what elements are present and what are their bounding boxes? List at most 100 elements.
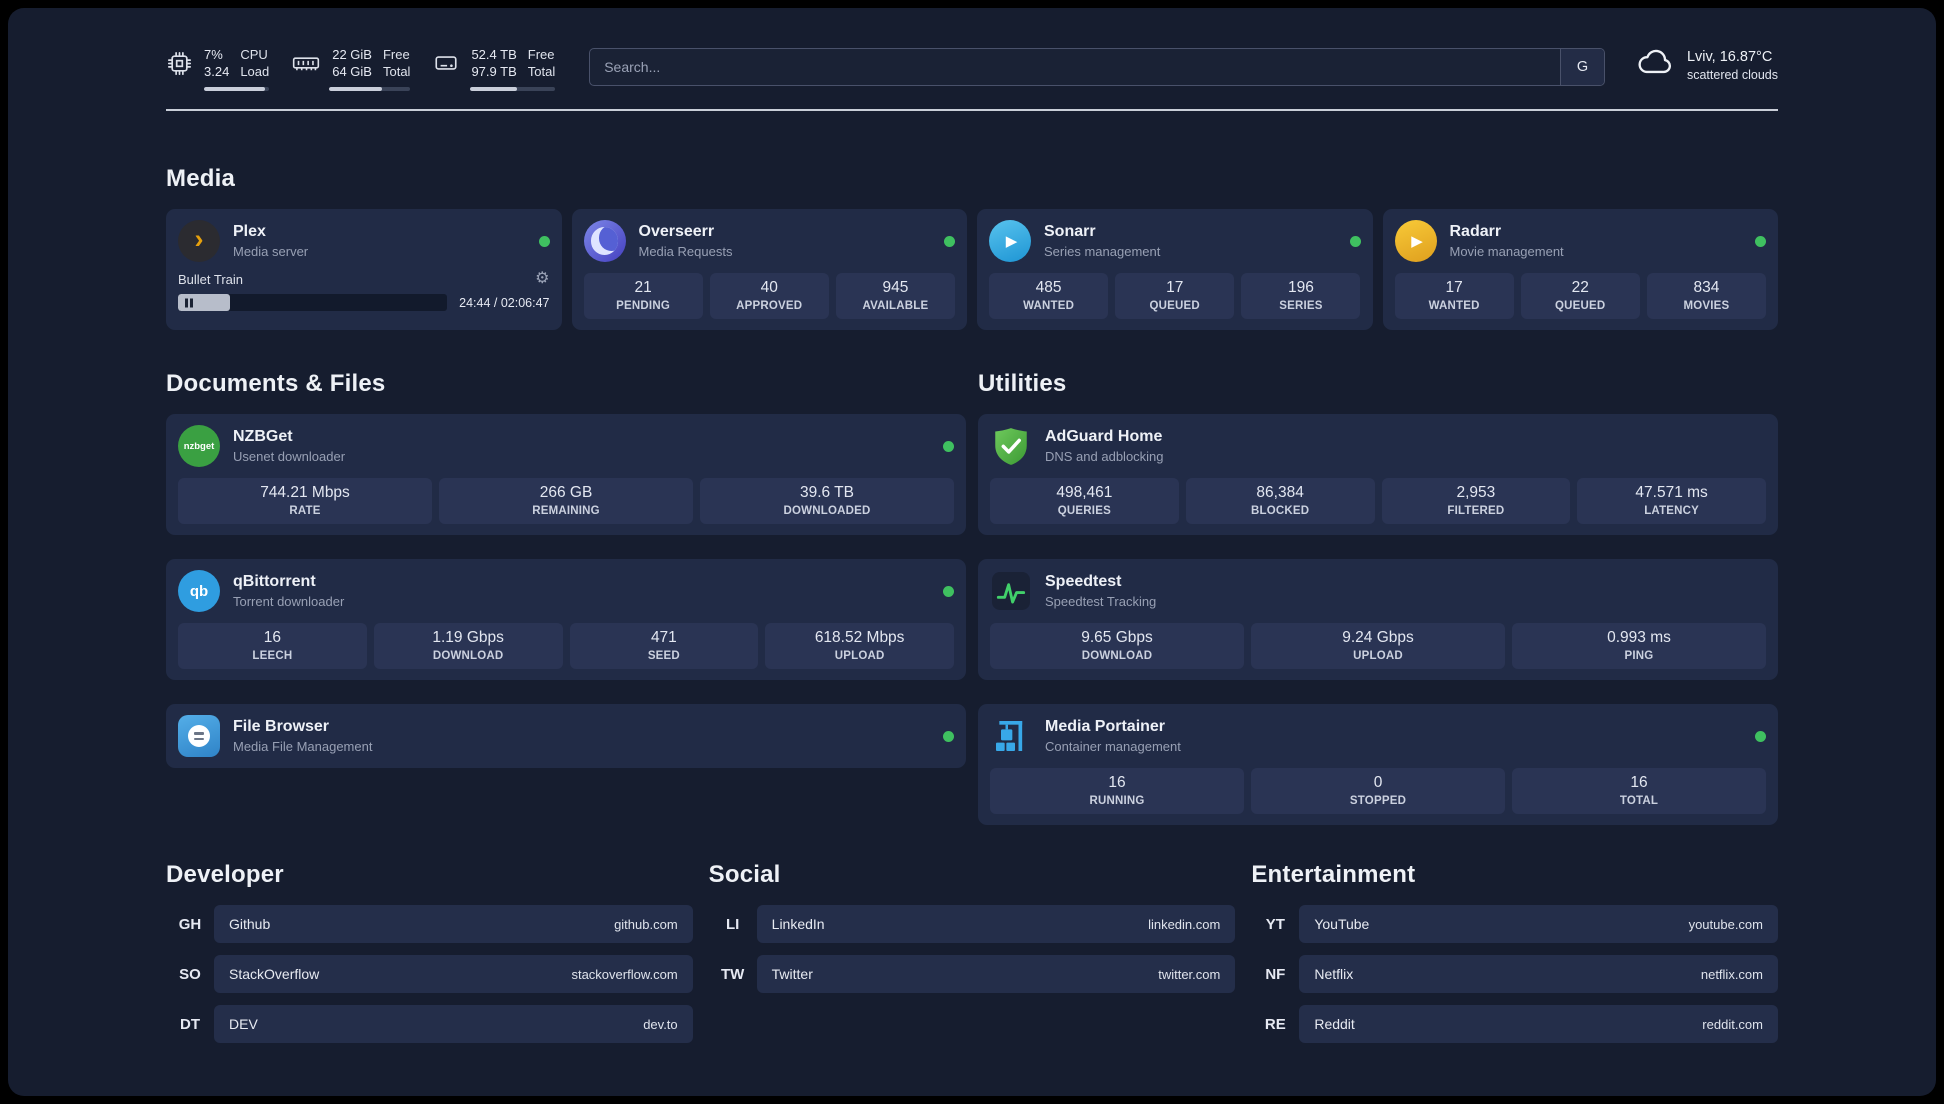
sonarr-icon: ▶ [989, 220, 1031, 263]
stat-tile: 266 GB REMAINING [439, 478, 693, 525]
qbittorrent-icon: qb [178, 570, 220, 613]
cpu-values: 7% 3.24 [204, 47, 230, 80]
stat-tile: 22 QUEUED [1520, 273, 1640, 320]
disk-values: 52.4 TB 97.9 TB [471, 47, 517, 80]
bookmark-url: linkedin.com [1148, 916, 1221, 932]
app-name: Overseerr [638, 223, 715, 241]
app-name: Media Portainer [1045, 718, 1166, 736]
cpu-usage-bar [204, 87, 270, 92]
section-entertainment: Entertainment YT YouTube youtube.com NF N… [1251, 861, 1778, 1044]
now-playing-title: Bullet Train [178, 271, 244, 287]
filebrowser-card[interactable]: File Browser Media File Management [166, 704, 966, 769]
nzbget-icon: nzbget [178, 425, 220, 468]
stat-tile: 0 STOPPED [1251, 768, 1505, 815]
disk-icon [432, 50, 460, 76]
stat-tile: 47.571 ms LATENCY [1577, 478, 1766, 525]
plex-icon: › [178, 220, 220, 263]
bookmark-url: reddit.com [1702, 1016, 1763, 1032]
cpu-widget: 7% 3.24 CPU Load [166, 46, 270, 92]
bookmark-github[interactable]: GH Github github.com [166, 905, 693, 944]
bookmark-youtube[interactable]: YT YouTube youtube.com [1251, 905, 1778, 944]
nzbget-card[interactable]: nzbget NZBGet Usenet downloader 744.21 M… [166, 414, 966, 536]
section-title-utilities: Utilities [978, 370, 1067, 398]
weather-widget[interactable]: Lviv, 16.87°C scattered clouds [1635, 48, 1778, 82]
playback-time: 24:44 / 02:06:47 [459, 295, 550, 310]
portainer-crane-icon [990, 715, 1032, 757]
app-subtitle: Movie management [1449, 244, 1564, 260]
stat-tile: 17 WANTED [1394, 273, 1514, 320]
bookmark-twitter[interactable]: TW Twitter twitter.com [709, 955, 1236, 994]
bookmark-name: Twitter [771, 966, 813, 983]
stat-tile: 16 LEECH [178, 623, 367, 670]
section-title-developer: Developer [166, 861, 284, 889]
bookmark-linkedin[interactable]: LI LinkedIn linkedin.com [709, 905, 1236, 944]
bookmark-name: StackOverflow [229, 966, 320, 983]
stat-tile: 17 QUEUED [1115, 273, 1235, 320]
app-subtitle: Series management [1044, 244, 1161, 260]
portainer-card[interactable]: Media Portainer Container management 16 R… [978, 704, 1778, 826]
stat-tile: 618.52 Mbps UPLOAD [765, 623, 954, 670]
status-dot [943, 440, 954, 452]
cloud-icon [1635, 48, 1675, 82]
playback-progress-bar[interactable] [178, 294, 448, 312]
bookmark-dev[interactable]: DT DEV dev.to [166, 1005, 693, 1044]
memory-labels: Free Total [382, 47, 411, 80]
section-utilities: Utilities AdGuard Home DNS and adblockin… [978, 370, 1778, 826]
memory-icon [291, 50, 321, 76]
plex-now-playing: Bullet Train ⚙ 24:44 / 02:06:47 [178, 270, 550, 312]
filebrowser-icon [178, 715, 220, 758]
bookmark-abbr: NF [1265, 965, 1286, 983]
bookmark-abbr: LI [725, 915, 740, 933]
section-media: Media › Plex Media server Bullet Train [166, 165, 1778, 331]
search-engine-button[interactable]: G [1559, 49, 1604, 85]
adguard-card[interactable]: AdGuard Home DNS and adblocking 498,461 Q… [978, 414, 1778, 536]
overseerr-card[interactable]: Overseerr Media Requests 21 PENDING 40 APP… [571, 209, 967, 331]
bookmark-stackoverflow[interactable]: SO StackOverflow stackoverflow.com [166, 955, 693, 994]
bookmark-name: DEV [229, 1016, 258, 1033]
bookmark-abbr: SO [179, 965, 201, 983]
app-name: Radarr [1449, 223, 1502, 241]
status-dot [1349, 235, 1361, 247]
speedtest-card[interactable]: Speedtest Speedtest Tracking 9.65 Gbps DO… [978, 559, 1778, 681]
settings-gear-icon[interactable]: ⚙ [535, 270, 550, 288]
status-dot [1755, 730, 1766, 742]
section-title-entertainment: Entertainment [1251, 861, 1416, 889]
bookmark-abbr: GH [178, 915, 202, 933]
bookmark-url: twitter.com [1158, 966, 1221, 982]
cpu-icon [166, 50, 193, 77]
app-name: Plex [233, 223, 266, 241]
sonarr-card[interactable]: ▶ Sonarr Series management 485 WANTED 17 Q… [977, 209, 1373, 331]
status-dot [538, 235, 550, 247]
app-name: Speedtest [1045, 573, 1122, 591]
bookmark-name: YouTube [1314, 916, 1370, 933]
stat-tile: 39.6 TB DOWNLOADED [700, 478, 954, 525]
adguard-shield-icon [990, 425, 1032, 467]
app-subtitle: Speedtest Tracking [1045, 594, 1157, 610]
stat-tile: 16 RUNNING [990, 768, 1244, 815]
weather-condition: scattered clouds [1686, 67, 1778, 82]
stat-tile: 485 WANTED [989, 273, 1109, 320]
app-subtitle: Media File Management [233, 739, 373, 755]
radarr-card[interactable]: ▶ Radarr Movie management 17 WANTED 22 QUE… [1382, 209, 1778, 331]
bookmark-name: Netflix [1314, 966, 1354, 983]
stat-tile: 196 SERIES [1241, 273, 1361, 320]
bookmark-name: Github [229, 916, 271, 933]
section-documents: Documents & Files nzbget NZBGet Usenet d… [166, 370, 966, 769]
stat-tile: 0.993 ms PING [1512, 623, 1766, 670]
stat-tile: 2,953 FILTERED [1381, 478, 1571, 525]
status-dot [1755, 235, 1766, 247]
section-social: Social LI LinkedIn linkedin.com TW Twitte… [709, 861, 1236, 1043]
plex-card[interactable]: › Plex Media server Bullet Train ⚙ [166, 209, 562, 331]
search-input[interactable] [590, 49, 1560, 85]
bookmark-netflix[interactable]: NF Netflix netflix.com [1251, 955, 1778, 994]
qbittorrent-card[interactable]: qb qBittorrent Torrent downloader 16 LEEC… [166, 559, 966, 681]
bookmark-reddit[interactable]: RE Reddit reddit.com [1251, 1005, 1778, 1044]
bookmark-abbr: TW [720, 965, 745, 983]
memory-values: 22 GiB 64 GiB [332, 47, 372, 80]
bookmark-abbr: YT [1265, 915, 1285, 933]
stat-tile: 9.65 Gbps DOWNLOAD [990, 623, 1244, 670]
pause-icon[interactable] [185, 298, 193, 308]
section-developer: Developer GH Github github.com SO StackOv… [166, 861, 693, 1044]
radarr-icon: ▶ [1394, 220, 1437, 263]
stat-tile: 744.21 Mbps RATE [178, 478, 432, 525]
